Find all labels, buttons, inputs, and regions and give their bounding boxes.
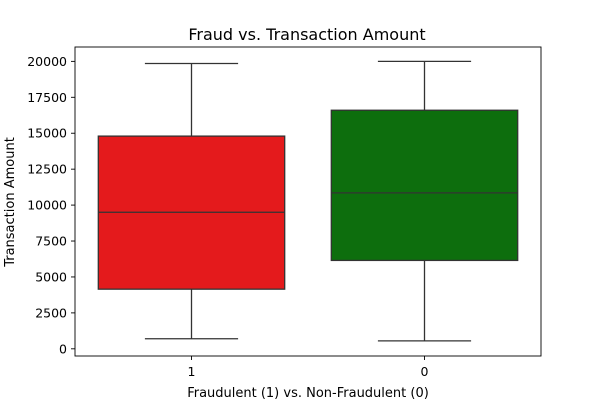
y-tick-label: 0 xyxy=(59,341,67,356)
y-tick-label: 20000 xyxy=(27,54,67,69)
x-axis-label: Fraudulent (1) vs. Non-Fraudulent (0) xyxy=(187,386,429,400)
y-tick-label: 15000 xyxy=(27,126,67,141)
box-group-0 xyxy=(330,60,519,342)
box-group-1 xyxy=(97,62,286,340)
plot-area xyxy=(97,60,519,342)
y-tick-label: 12500 xyxy=(27,162,67,177)
y-axis-label: Transaction Amount xyxy=(3,137,18,268)
y-tick-label: 17500 xyxy=(27,90,67,105)
y-tick-label: 2500 xyxy=(35,305,67,320)
plot-frame xyxy=(74,46,542,357)
iqr-box xyxy=(330,109,519,262)
x-tick-label: 0 xyxy=(421,364,429,379)
y-tick-label: 10000 xyxy=(27,198,67,213)
y-axis: 0 2500 5000 7500 10000 12500 15000 17500 20000 xyxy=(27,54,75,356)
x-tick-label: 1 xyxy=(188,364,196,379)
chart-title: Fraud vs. Transaction Amount xyxy=(188,25,425,44)
y-tick-label: 5000 xyxy=(35,269,67,284)
y-tick-label: 7500 xyxy=(35,234,67,249)
